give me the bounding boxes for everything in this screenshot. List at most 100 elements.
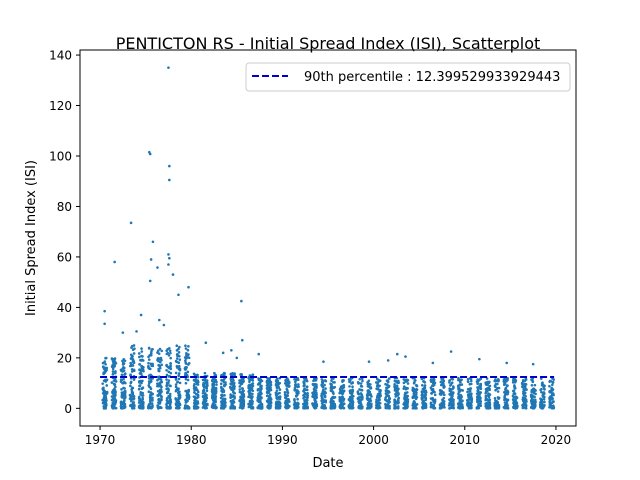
data-point: [251, 382, 255, 385]
data-point: [167, 395, 170, 398]
data-point: [240, 387, 244, 390]
data-point: [284, 380, 288, 384]
data-point: [247, 403, 250, 406]
data-point: [193, 379, 196, 382]
data-point: [340, 398, 344, 401]
data-point: [138, 368, 141, 372]
data-point: [467, 405, 471, 409]
data-point: [157, 367, 160, 371]
data-point: [293, 400, 297, 404]
data-point: [178, 368, 182, 372]
data-point: [529, 393, 533, 397]
data-point: [174, 385, 178, 389]
data-point: [531, 362, 535, 366]
data-point: [467, 394, 470, 398]
data-point: [241, 379, 245, 383]
data-point: [168, 256, 171, 260]
data-point: [523, 402, 526, 405]
data-point: [141, 394, 144, 397]
data-point: [113, 362, 117, 365]
data-point: [183, 404, 187, 407]
data-point: [175, 366, 179, 369]
x-axis-ticks: 1970 1980 1990 2000 2010 2020: [85, 426, 571, 447]
data-point: [123, 389, 127, 393]
data-point: [440, 402, 444, 406]
data-point: [247, 390, 250, 393]
data-point: [111, 370, 115, 373]
data-point: [230, 402, 234, 405]
data-point: [150, 350, 153, 353]
data-point: [447, 404, 451, 407]
data-point: [394, 405, 398, 409]
data-point: [413, 405, 417, 409]
data-point: [359, 392, 363, 395]
data-point: [404, 391, 407, 395]
data-point: [423, 386, 426, 389]
data-point: [205, 381, 208, 384]
data-point: [158, 392, 161, 396]
data-point: [130, 354, 134, 357]
data-point: [168, 406, 171, 410]
data-point: [523, 391, 527, 394]
data-point: [278, 391, 281, 395]
data-point: [357, 392, 360, 396]
data-point: [339, 404, 343, 408]
data-point: [220, 378, 223, 382]
data-point: [212, 384, 216, 387]
data-point: [495, 387, 499, 391]
data-point: [442, 382, 445, 386]
data-point: [138, 384, 141, 388]
data-point: [140, 364, 144, 368]
data-point: [452, 401, 455, 405]
data-point: [431, 361, 435, 365]
data-point: [357, 396, 361, 399]
data-point: [205, 389, 209, 393]
data-point: [214, 379, 217, 383]
data-point: [137, 401, 141, 404]
data-point: [114, 390, 117, 394]
data-point: [324, 379, 328, 383]
data-point: [396, 394, 399, 397]
data-point: [214, 406, 217, 410]
data-point: [532, 406, 536, 410]
data-point: [395, 386, 399, 389]
data-point: [541, 394, 544, 397]
data-point: [551, 404, 555, 408]
data-point: [171, 273, 175, 276]
data-point: [313, 389, 316, 392]
data-point: [157, 377, 161, 381]
data-point: [158, 383, 161, 387]
data-point: [238, 390, 242, 394]
data-point: [393, 389, 397, 392]
data-point: [166, 387, 169, 390]
data-point: [523, 382, 527, 386]
data-point: [402, 387, 406, 390]
data-point: [138, 397, 142, 401]
data-point: [102, 405, 106, 408]
data-point: [231, 371, 234, 375]
data-point: [150, 396, 154, 400]
data-point: [387, 377, 391, 380]
data-point: [174, 359, 178, 363]
data-point: [297, 383, 300, 386]
data-point: [438, 407, 442, 410]
data-point: [267, 391, 270, 394]
data-point: [402, 385, 406, 388]
data-point: [169, 362, 172, 366]
data-point: [359, 403, 363, 407]
data-point: [165, 373, 169, 377]
data-point: [450, 396, 453, 399]
data-point: [320, 396, 324, 400]
data-point: [185, 366, 188, 369]
data-point: [550, 391, 553, 395]
x-tick-label: 1980: [176, 433, 207, 447]
x-tick-label: 2020: [541, 433, 572, 447]
data-point: [415, 403, 419, 406]
data-point: [475, 380, 479, 383]
data-point: [177, 351, 181, 354]
data-point: [276, 406, 280, 410]
scatter-points: [101, 66, 556, 410]
data-point: [442, 405, 446, 408]
data-point: [412, 388, 415, 392]
data-point: [423, 394, 427, 398]
